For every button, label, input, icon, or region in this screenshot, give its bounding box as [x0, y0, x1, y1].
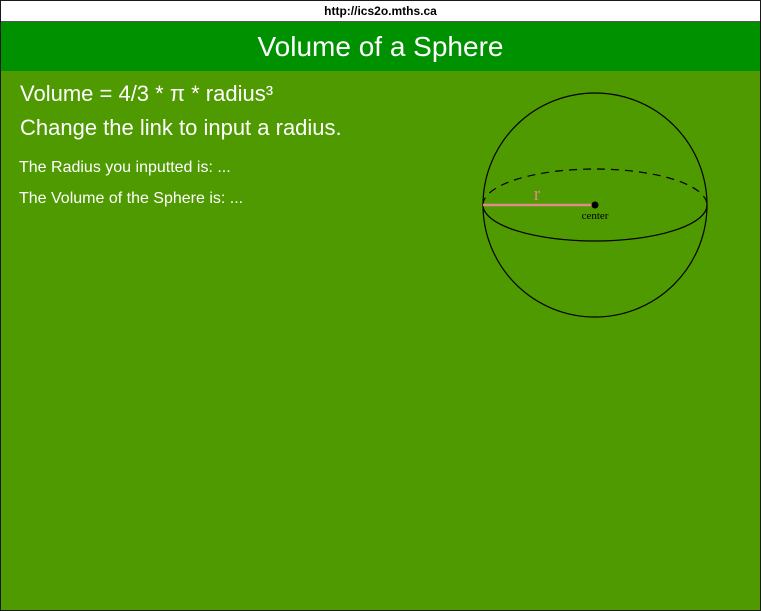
center-point	[591, 201, 599, 209]
page-title: Volume of a Sphere	[257, 31, 504, 62]
radius-label: r	[534, 184, 541, 205]
url-bar[interactable]: http://ics2o.mths.ca	[1, 1, 760, 22]
page-header: Volume of a Sphere	[1, 22, 760, 71]
center-label: center	[582, 210, 609, 222]
volume-formula: Volume = 4/3 * π * radius³	[20, 81, 274, 106]
sphere-diagram: r center	[482, 92, 708, 318]
instruction-text: Change the link to input a radius.	[20, 115, 342, 140]
equator-front	[482, 204, 708, 242]
url-text: http://ics2o.mths.ca	[324, 4, 437, 18]
radius-output: The Radius you inputted is: ...	[19, 159, 231, 176]
equator-back-dashed	[482, 168, 708, 206]
volume-output: The Volume of the Sphere is: ...	[19, 190, 244, 207]
